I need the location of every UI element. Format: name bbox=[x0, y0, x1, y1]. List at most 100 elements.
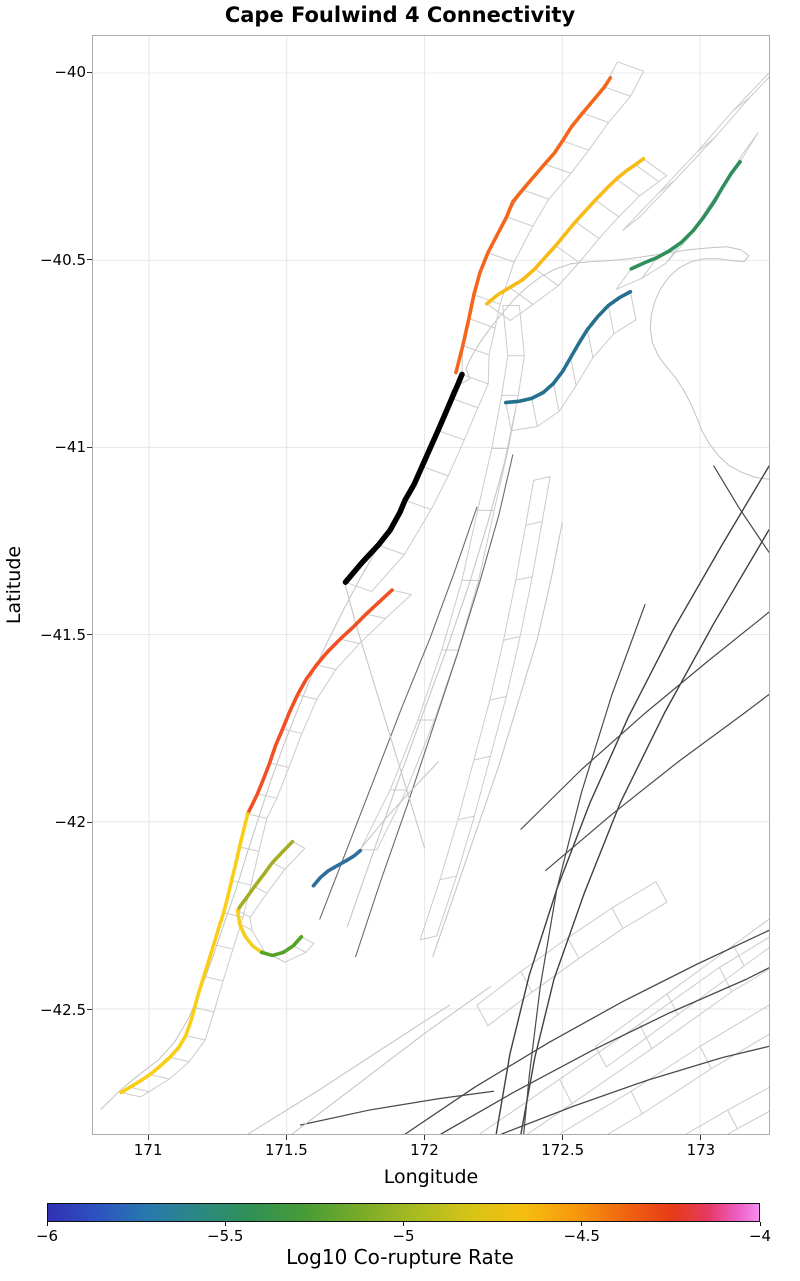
band-rung bbox=[559, 1079, 573, 1104]
band-rung bbox=[617, 61, 644, 72]
band-edge bbox=[594, 918, 769, 1047]
band-rung bbox=[630, 1091, 643, 1115]
colorbar-tick-label: −4 bbox=[748, 1227, 772, 1245]
band-edge bbox=[605, 947, 769, 1068]
fault-line bbox=[360, 761, 439, 849]
band-rung bbox=[611, 907, 624, 929]
x-tick-mark bbox=[285, 1135, 287, 1140]
band-rung bbox=[203, 975, 224, 982]
band-edge bbox=[638, 76, 769, 218]
colorbar-tick-mark bbox=[759, 1222, 761, 1226]
fault-line bbox=[355, 454, 514, 958]
colorbar-tick-label: −5.5 bbox=[207, 1227, 244, 1245]
band-edge bbox=[559, 1004, 769, 1134]
y-tick-mark bbox=[87, 1009, 92, 1011]
band-rung bbox=[604, 86, 631, 97]
band-rung bbox=[213, 944, 234, 950]
fault-line bbox=[247, 1004, 450, 1134]
band-rung bbox=[462, 345, 490, 356]
band-rung bbox=[282, 728, 303, 734]
band-rung bbox=[635, 164, 660, 183]
x-axis-label: Longitude bbox=[383, 1166, 479, 1188]
colorbar-tick-label: −5 bbox=[392, 1227, 415, 1245]
band-rung bbox=[525, 521, 543, 526]
colorbar-gradient-bar bbox=[47, 1203, 760, 1222]
band-rung bbox=[595, 199, 620, 218]
band-edge bbox=[344, 61, 618, 583]
y-tick-mark bbox=[87, 259, 92, 261]
band-rung bbox=[437, 430, 465, 441]
band-rung bbox=[615, 268, 632, 290]
band-rung bbox=[293, 945, 306, 953]
band-edge bbox=[249, 847, 315, 963]
fault-line bbox=[520, 529, 769, 1134]
band-rung bbox=[506, 216, 533, 227]
band-rung bbox=[247, 813, 268, 819]
band-rung bbox=[534, 268, 559, 287]
band-rung bbox=[420, 935, 437, 941]
band-rung bbox=[120, 1091, 141, 1098]
band-rung bbox=[169, 1056, 190, 1063]
band-rung bbox=[149, 1073, 170, 1080]
band-edge bbox=[419, 479, 535, 941]
fault-line bbox=[501, 1045, 769, 1134]
band-rung bbox=[301, 936, 314, 944]
band-rung bbox=[365, 613, 386, 619]
map-canvas bbox=[93, 36, 769, 1134]
band-rung bbox=[461, 373, 489, 385]
band-rung bbox=[489, 695, 507, 701]
band-rung bbox=[616, 178, 641, 197]
band-edge bbox=[630, 132, 759, 270]
rupture-line bbox=[245, 588, 394, 816]
y-tick-label: −42 bbox=[54, 813, 86, 832]
band-rung bbox=[699, 1046, 712, 1070]
band-rung bbox=[297, 694, 317, 700]
band-rung bbox=[562, 140, 589, 151]
band-edge bbox=[607, 1033, 769, 1134]
band-rung bbox=[639, 1024, 653, 1049]
band-rung bbox=[316, 664, 336, 670]
band-rung bbox=[629, 291, 637, 320]
band-rung bbox=[254, 886, 268, 894]
band-rung bbox=[655, 881, 668, 903]
colorbar-tick-mark bbox=[403, 1222, 404, 1226]
band-edge bbox=[359, 305, 509, 851]
band-rung bbox=[292, 841, 306, 849]
band-rung bbox=[269, 762, 290, 768]
band-rung bbox=[515, 576, 533, 581]
band-rung bbox=[345, 581, 372, 593]
band-rung bbox=[257, 793, 277, 799]
rupture-line bbox=[311, 848, 363, 888]
band-rung bbox=[272, 862, 286, 870]
y-tick-mark bbox=[87, 634, 92, 636]
colorbar-tick-mark bbox=[581, 1222, 583, 1226]
band-rung bbox=[697, 138, 715, 153]
fault-line bbox=[495, 465, 769, 1134]
band-edge bbox=[622, 72, 769, 231]
coastline-path bbox=[100, 246, 769, 1110]
band-edge bbox=[487, 901, 668, 1027]
background-fault-lines bbox=[247, 409, 769, 1134]
band-rung bbox=[185, 1035, 206, 1041]
rupture-line bbox=[629, 159, 742, 271]
band-edge bbox=[436, 476, 551, 937]
rupture-line bbox=[485, 156, 646, 306]
band-edge bbox=[120, 589, 393, 1093]
fault-line bbox=[404, 929, 769, 1134]
rupture-line bbox=[119, 812, 250, 1095]
band-rung bbox=[237, 910, 251, 918]
band-rung bbox=[421, 466, 449, 477]
fault-line bbox=[299, 1090, 495, 1126]
band-rung bbox=[533, 476, 551, 481]
y-tick-label: −42.5 bbox=[40, 1000, 86, 1019]
fault-line bbox=[432, 521, 563, 958]
x-tick-label: 172 bbox=[410, 1141, 439, 1159]
band-rung bbox=[531, 398, 538, 427]
rupture-line bbox=[235, 839, 295, 913]
band-rung bbox=[553, 383, 560, 412]
band-rung bbox=[586, 329, 594, 358]
colorbar-tick-mark bbox=[224, 1222, 226, 1226]
rupture-line bbox=[235, 908, 264, 955]
band-rung bbox=[129, 1086, 150, 1093]
band-rung bbox=[239, 846, 260, 852]
